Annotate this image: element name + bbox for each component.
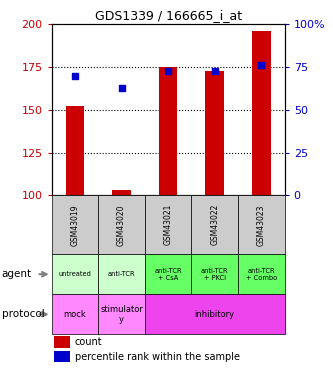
Bar bbox=[54, 336, 70, 348]
Title: GDS1339 / 166665_i_at: GDS1339 / 166665_i_at bbox=[95, 9, 242, 22]
Bar bbox=[52, 195, 98, 254]
Text: anti-TCR
+ Combo: anti-TCR + Combo bbox=[246, 268, 277, 281]
Text: agent: agent bbox=[2, 269, 32, 279]
Bar bbox=[159, 67, 177, 195]
Text: anti-TCR
+ PKCi: anti-TCR + PKCi bbox=[201, 268, 228, 281]
Bar bbox=[52, 294, 98, 334]
Bar bbox=[66, 106, 84, 195]
Bar bbox=[252, 31, 271, 195]
Text: GSM43022: GSM43022 bbox=[210, 204, 219, 246]
Text: GSM43023: GSM43023 bbox=[257, 204, 266, 246]
Text: stimulator
y: stimulator y bbox=[100, 304, 143, 324]
Bar bbox=[238, 195, 285, 254]
Text: untreated: untreated bbox=[59, 271, 91, 277]
Text: mock: mock bbox=[64, 310, 86, 319]
Text: anti-TCR
+ CsA: anti-TCR + CsA bbox=[155, 268, 182, 281]
Bar bbox=[54, 351, 70, 362]
Bar bbox=[145, 294, 285, 334]
Bar bbox=[238, 254, 285, 294]
Text: anti-TCR: anti-TCR bbox=[108, 271, 135, 277]
Point bbox=[72, 73, 78, 79]
Bar bbox=[98, 294, 145, 334]
Bar bbox=[52, 254, 98, 294]
Text: GSM43021: GSM43021 bbox=[164, 204, 173, 246]
Text: count: count bbox=[75, 337, 103, 347]
Point bbox=[119, 85, 124, 91]
Bar bbox=[205, 70, 224, 195]
Point bbox=[166, 68, 171, 74]
Bar bbox=[112, 190, 131, 195]
Text: GSM43019: GSM43019 bbox=[70, 204, 80, 246]
Bar bbox=[145, 195, 191, 254]
Text: inhibitory: inhibitory bbox=[195, 310, 235, 319]
Point bbox=[259, 62, 264, 68]
Text: percentile rank within the sample: percentile rank within the sample bbox=[75, 352, 240, 362]
Point bbox=[212, 68, 217, 74]
Text: GSM43020: GSM43020 bbox=[117, 204, 126, 246]
Text: protocol: protocol bbox=[2, 309, 44, 320]
Bar bbox=[98, 195, 145, 254]
Bar bbox=[191, 254, 238, 294]
Bar bbox=[145, 254, 191, 294]
Bar bbox=[191, 195, 238, 254]
Bar bbox=[98, 254, 145, 294]
